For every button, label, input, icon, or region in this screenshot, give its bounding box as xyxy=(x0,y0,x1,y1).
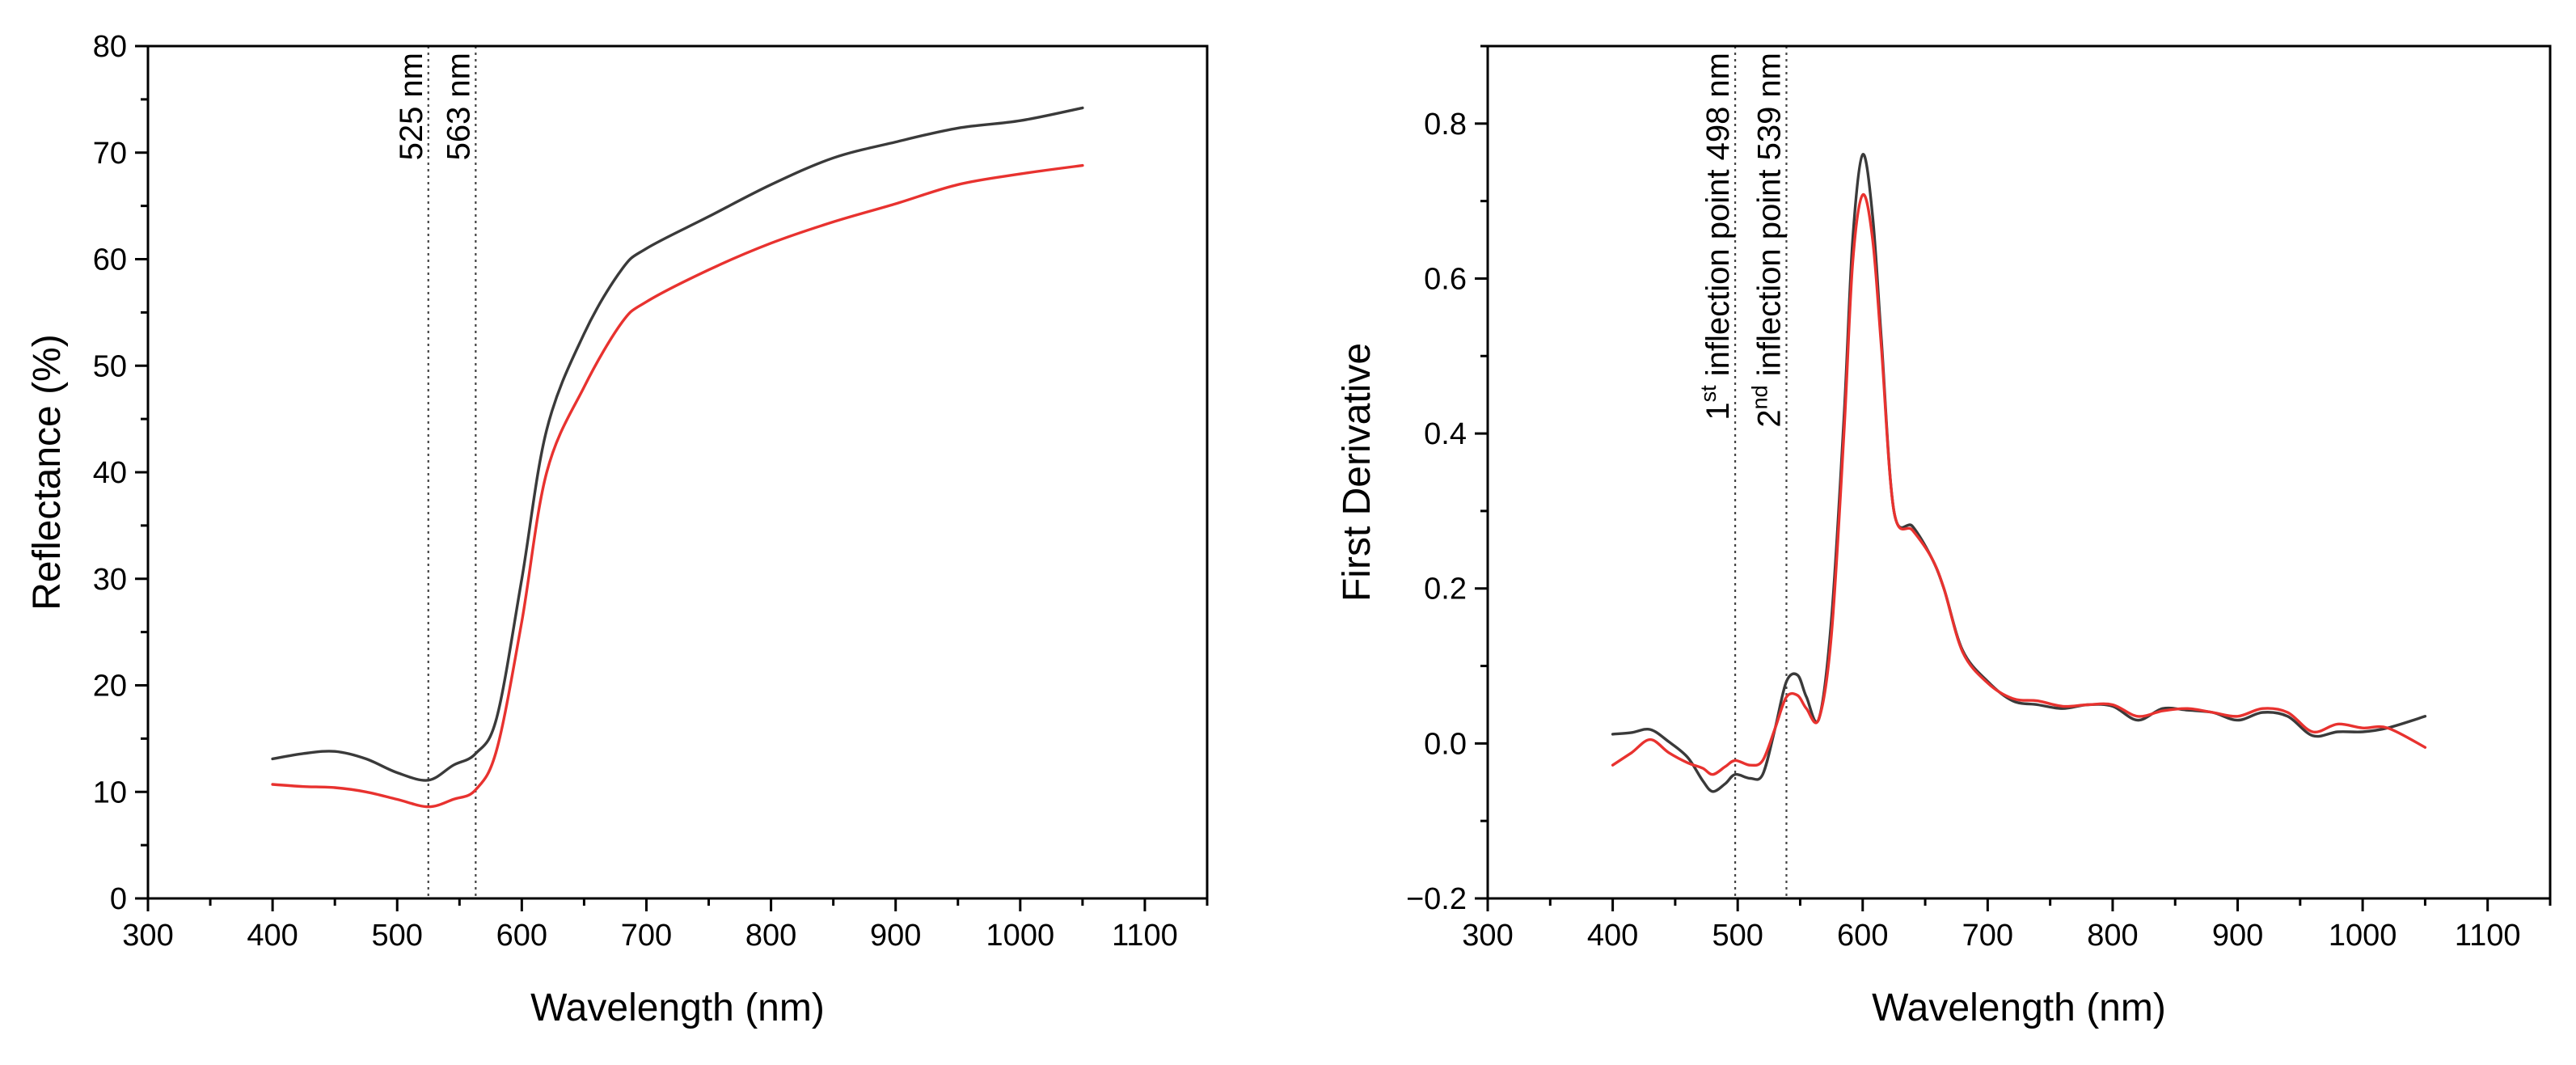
derivative-x-tick-label: 700 xyxy=(1962,919,2013,953)
reflectance-y-tick-label: 80 xyxy=(93,30,127,64)
marker-label-superscript: nd xyxy=(1747,385,1772,409)
reflectance-y-tick-label: 50 xyxy=(93,349,127,383)
derivative-x-tick-label: 800 xyxy=(2087,919,2138,953)
first-derivative-chart: 300 400 500 600 700 800 900 1000 1100 −0.2 0.0 0.2… xyxy=(1336,44,2552,1029)
derivative-x-tick-label: 300 xyxy=(1462,919,1513,953)
reflectance-y-tick-label: 60 xyxy=(93,243,127,277)
reflectance-x-axis-title: Wavelength (nm) xyxy=(530,987,825,1029)
derivative-x-tick-label: 900 xyxy=(2212,919,2263,953)
reflectance-x-tick-label: 1100 xyxy=(1112,919,1178,953)
derivative-marker-label: 2nd inflection point 539 nm xyxy=(1747,53,1787,428)
derivative-x-tick-label: 600 xyxy=(1837,919,1888,953)
reflectance-x-tick-label: 800 xyxy=(745,919,796,953)
marker-label-ordinal: 1 xyxy=(1700,402,1736,420)
derivative-x-tick-label: 1000 xyxy=(2329,919,2397,953)
reflectance-y-axis-title: Reflectance (%) xyxy=(26,334,69,610)
derivative-x-tick-label: 400 xyxy=(1587,919,1638,953)
reflectance-series-black xyxy=(271,106,1084,782)
derivative-x-tick-label: 1100 xyxy=(2455,919,2521,953)
derivative-x-ticks: 300 400 500 600 700 800 900 1000 1100 xyxy=(1462,898,2552,953)
reflectance-plot-frame xyxy=(146,44,1209,900)
reflectance-series-red xyxy=(271,163,1084,809)
reflectance-y-tick-label: 40 xyxy=(93,456,127,490)
derivative-marker-label: 1st inflection point 498 nm xyxy=(1696,53,1736,421)
derivative-y-tick-label: −0.2 xyxy=(1406,882,1467,916)
reflectance-y-tick-label: 0 xyxy=(110,882,127,916)
reflectance-x-ticks: 300 400 500 600 700 800 900 1000 1100 xyxy=(122,898,1209,953)
derivative-plot-frame xyxy=(1486,44,2552,900)
derivative-x-axis-title: Wavelength (nm) xyxy=(1872,987,2166,1029)
derivative-x-tick-label: 500 xyxy=(1712,919,1763,953)
derivative-y-ticks: −0.2 0.0 0.2 0.4 0.6 0.8 xyxy=(1406,44,1488,916)
marker-label-superscript: st xyxy=(1696,385,1721,403)
reflectance-marker-label: 563 nm xyxy=(441,53,476,160)
marker-label-ordinal: 2 xyxy=(1751,409,1787,427)
reflectance-marker-label: 525 nm xyxy=(394,53,429,160)
reflectance-x-tick-label: 500 xyxy=(372,919,423,953)
derivative-series-red xyxy=(1611,192,2427,776)
derivative-y-tick-label: 0.8 xyxy=(1424,108,1467,142)
reflectance-y-ticks: 0 10 20 30 40 50 60 70 80 xyxy=(93,30,148,916)
reflectance-vlines: 525 nm 563 nm xyxy=(394,46,477,898)
reflectance-x-tick-label: 300 xyxy=(122,919,173,953)
reflectance-x-tick-label: 900 xyxy=(870,919,921,953)
reflectance-y-tick-label: 30 xyxy=(93,563,127,597)
reflectance-series xyxy=(271,106,1084,809)
reflectance-y-tick-label: 10 xyxy=(93,776,127,809)
derivative-vlines: 1st inflection point 498 nm 2nd inflectio… xyxy=(1696,46,1788,898)
reflectance-x-tick-label: 700 xyxy=(621,919,672,953)
derivative-series xyxy=(1611,153,2427,793)
reflectance-y-tick-label: 70 xyxy=(93,137,127,171)
reflectance-x-tick-label: 400 xyxy=(247,919,298,953)
reflectance-x-tick-label: 600 xyxy=(496,919,547,953)
derivative-y-tick-label: 0.2 xyxy=(1424,573,1467,606)
derivative-y-axis-title: First Derivative xyxy=(1336,343,1379,602)
derivative-y-tick-label: 0.4 xyxy=(1424,417,1467,451)
reflectance-chart: 300 400 500 600 700 800 900 1000 1100 0 10 20 30 40 5… xyxy=(26,30,1209,1029)
reflectance-x-tick-label: 1000 xyxy=(986,919,1055,953)
derivative-y-tick-label: 0.0 xyxy=(1424,727,1467,761)
derivative-y-tick-label: 0.6 xyxy=(1424,262,1467,296)
marker-label-text: inflection point 498 nm xyxy=(1700,53,1736,385)
reflectance-y-tick-label: 20 xyxy=(93,670,127,704)
marker-label-text: inflection point 539 nm xyxy=(1751,53,1787,385)
